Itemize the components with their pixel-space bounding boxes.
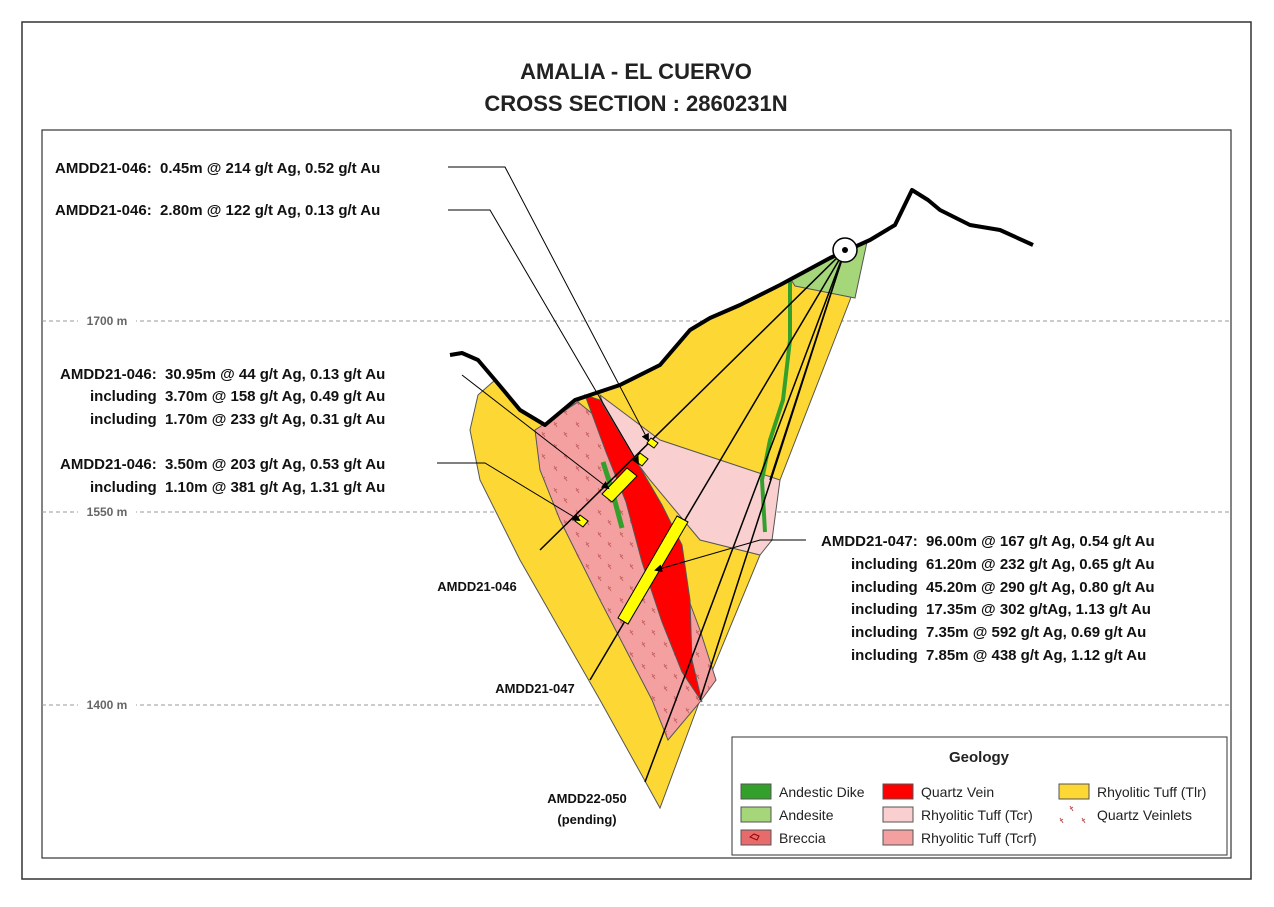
intercept-text: AMDD21-046: 2.80m @ 122 g/t Ag, 0.13 g/t… [55,202,380,219]
elevation-label: 1700 m [87,314,128,328]
legend-label: Andestic Dike [779,784,865,800]
intercept-text: including 1.70m @ 233 g/t Ag, 0.31 g/t A… [90,411,385,428]
leader [461,374,610,490]
hole-note: (pending) [557,812,616,827]
swatch [882,783,914,800]
intercept [601,467,638,503]
legend-label: Quartz Vein [921,784,994,800]
intercept-text: including 1.10m @ 381 g/t Ag, 1.31 g/t A… [90,479,385,496]
intercept-text: AMDD21-046: 0.45m @ 214 g/t Ag, 0.52 g/t… [55,160,380,177]
legend-label: Rhyolitic Tuff (Tlr) [1097,784,1206,800]
hole-label: AMDD22-050 [547,791,626,806]
legend-label: Breccia [779,830,826,846]
legend-label: Andesite [779,807,834,823]
legend-box [731,736,1228,856]
intercept-text: including 61.20m @ 232 g/t Ag, 0.65 g/t … [851,556,1155,573]
swatch-icon [749,833,760,841]
label-bg [78,313,136,329]
leader [654,539,806,573]
intercept-text: AMDD21-046: 30.95m @ 44 g/t Ag, 0.13 g/t… [60,366,385,383]
intercept-text: including 45.20m @ 290 g/t Ag, 0.80 g/t … [851,579,1155,596]
swatch [1059,805,1089,823]
swatch [882,829,914,846]
leader [448,166,649,442]
intercept-text: including 7.35m @ 592 g/t Ag, 0.69 g/t A… [851,624,1146,641]
intercept-text: including 17.35m @ 302 g/tAg, 1.13 g/t A… [851,601,1151,618]
legend: Geology Andestic Dike Andesite Breccia Q… [731,736,1228,856]
leaders [437,166,806,573]
swatch [882,806,914,823]
hole-label: AMDD21-046 [437,579,516,594]
annotations: AMDD21-046: 0.45m @ 214 g/t Ag, 0.52 g/t… [55,160,1155,664]
topography [449,188,1034,427]
andestic-dike [759,280,792,533]
drill-hole [539,249,846,551]
leader [437,462,581,522]
elevation-lines: 1700 m 1550 m 1400 m [42,313,1231,713]
swatch [740,829,772,846]
legend-title: Geology [949,749,1010,766]
intercept-text: including 3.70m @ 158 g/t Ag, 0.49 g/t A… [90,388,385,405]
legend-label: Rhyolitic Tuff (Tcr) [921,807,1033,823]
intercept-text: including 7.85m @ 438 g/t Ag, 1.12 g/t A… [851,647,1146,664]
subtitle: CROSS SECTION : 2860231N [484,91,787,116]
intercept-marks [574,437,689,625]
swatch [1058,783,1090,800]
elevation-label: 1400 m [87,698,128,712]
label-bg [78,504,136,520]
intercept [617,515,689,625]
drill-hole [644,249,846,783]
legend-label: Quartz Veinlets [1097,807,1192,823]
label-bg [78,697,136,713]
elevation-label: 1550 m [87,505,128,519]
legend-label: Rhyolitic Tuff (Tcrf) [921,830,1037,846]
leader [448,209,640,465]
hole-label: AMDD21-047 [495,681,574,696]
swatch [740,783,772,800]
swatch [740,806,772,823]
collar-dot [842,247,848,253]
intercept-text: AMDD21-047: 96.00m @ 167 g/t Ag, 0.54 g/… [821,533,1155,550]
drill-holes [539,249,846,783]
title: AMALIA - EL CUERVO [520,59,752,84]
intercept-text: AMDD21-046: 3.50m @ 203 g/t Ag, 0.53 g/t… [60,456,385,473]
drill-hole [699,249,846,701]
hole-labels: AMDD21-046 AMDD21-047 AMDD22-050 (pendin… [437,579,626,827]
